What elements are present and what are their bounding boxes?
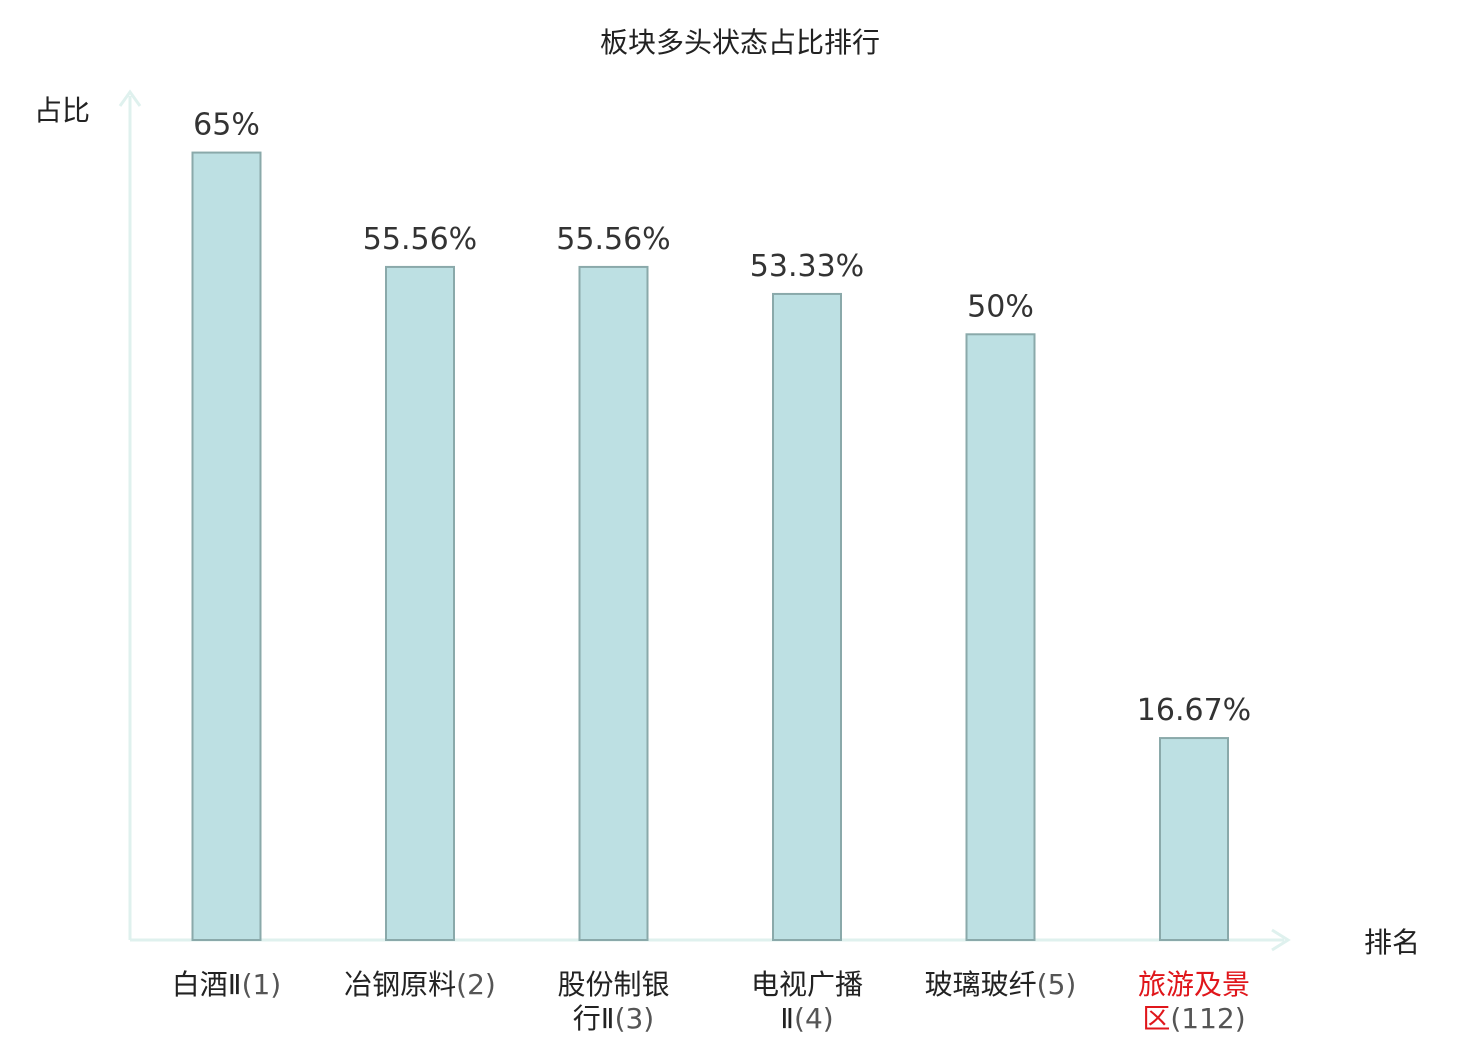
y-axis-arrow [118,89,142,107]
bar-5 [965,333,1036,941]
value-label-3: 55.56% [556,222,670,257]
bar-4 [772,292,842,941]
bar-2 [385,265,455,941]
category-label-2: 冶钢原料(2) [344,968,496,1001]
value-label-2: 55.56% [363,222,477,257]
value-label-6: 16.67% [1137,693,1251,728]
bar-3 [578,265,649,941]
category-label-6: 旅游及景区(112) [1138,968,1250,1035]
category-label-3: 股份制银行Ⅱ(3) [557,968,669,1035]
bar-series [191,151,1229,942]
y-axis-label: 占比 [34,94,90,127]
category-label-4: 电视广播 Ⅱ(4) [751,968,863,1035]
value-labels: 65% 55.56% 55.56% 53.33% 50% 16.67% [193,108,1251,728]
chart-title: 板块多头状态占比排行 [600,26,880,59]
value-label-4: 53.33% [750,249,864,284]
value-label-5: 50% [967,289,1034,324]
category-labels: 白酒Ⅱ(1) 冶钢原料(2) 股份制银行Ⅱ(3) 电视广播 Ⅱ(4) 玻璃玻纤(5) 旅游及… [172,968,1250,1035]
bar-6 [1159,737,1229,942]
category-label-1: 白酒Ⅱ(1) [172,968,281,1001]
bar-1 [191,151,262,942]
x-axis-label: 排名 [1364,926,1420,959]
category-label-5: 玻璃玻纤(5) [925,968,1077,1001]
x-axis-arrow [1271,928,1291,952]
value-label-1: 65% [193,108,260,143]
